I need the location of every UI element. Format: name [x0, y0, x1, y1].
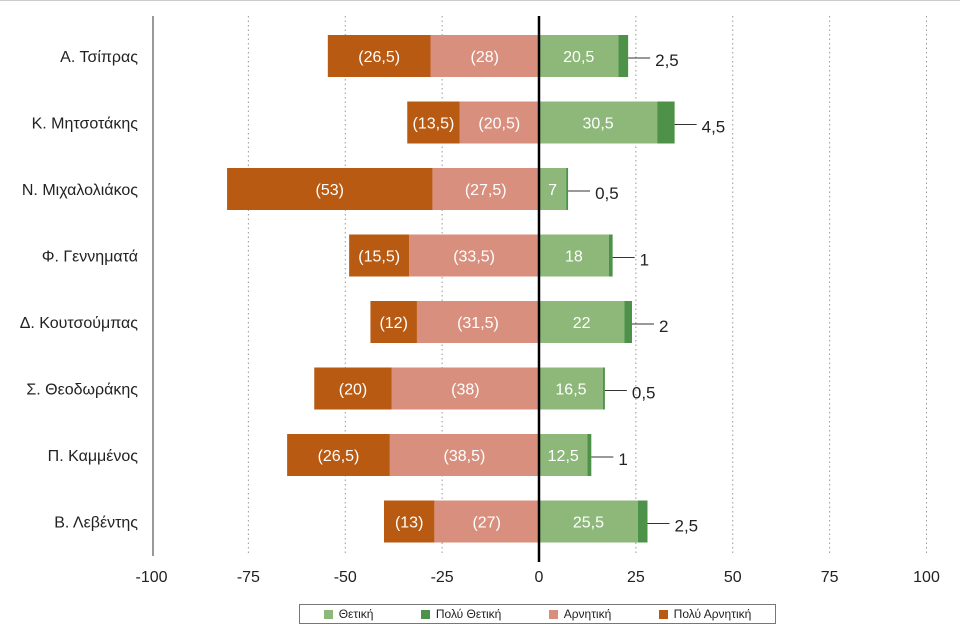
- legend-item-very-negative: Πολύ Αρνητική: [658, 607, 752, 621]
- bar-negative: [416, 301, 539, 343]
- callout-label-very-positive: 2: [659, 317, 668, 336]
- axes: [152, 16, 541, 562]
- legend-label: Αρνητική: [563, 607, 612, 621]
- bar-very-positive: [637, 500, 648, 543]
- bar-very-negative: [349, 234, 410, 277]
- bar-very-positive: [657, 101, 675, 144]
- x-tick-label: 25: [627, 569, 645, 586]
- x-tick-label: -25: [431, 569, 454, 586]
- bar-label-positive: 7: [548, 182, 557, 199]
- bar-label-positive: 25,5: [573, 515, 604, 532]
- bar-label-positive: 20,5: [563, 49, 594, 66]
- category-label: Π. Καμμένος: [48, 448, 139, 465]
- category-label: Ν. Μιχαλολιάκος: [22, 182, 138, 199]
- bar-very-positive: [618, 35, 629, 77]
- bar-very-positive: [608, 234, 613, 277]
- bar-label-positive: 16,5: [555, 382, 586, 399]
- callout-label-very-positive: 1: [618, 450, 627, 469]
- category-labels: Α. Τσίπρας Κ. Μητσοτάκης Ν. Μιχαλολιάκος Φ.…: [20, 49, 139, 532]
- bar-positive: [539, 500, 638, 543]
- bar-positive: [539, 168, 567, 210]
- category-label: Α. Τσίπρας: [60, 49, 138, 66]
- legend-swatch: [548, 609, 558, 619]
- bar-very-positive: [602, 367, 605, 410]
- bar-negative: [459, 101, 539, 144]
- legend-label: Θετική: [338, 607, 374, 621]
- legend: Θετική Πολύ Θετική Αρνητική Πολύ Αρνητικ…: [299, 604, 776, 624]
- bar-positive: [539, 367, 603, 410]
- bar-label-negative: (28): [471, 49, 499, 66]
- bar-very-negative: [227, 168, 433, 210]
- bar-label-negative: (27): [472, 515, 500, 532]
- bar-positive: [539, 35, 619, 77]
- bar-positive: [539, 234, 609, 277]
- bar-label-very-negative: (15,5): [358, 249, 400, 266]
- bar-label-very-negative: (53): [316, 182, 344, 199]
- x-tick-labels: -100 -75 -50 -25 0 25 50 75 100: [135, 569, 939, 586]
- bar-positive: [539, 434, 588, 476]
- x-tick-label: 100: [913, 569, 940, 586]
- category-label: Β. Λεβέντης: [54, 515, 138, 532]
- bar-label-very-negative: (13): [395, 515, 423, 532]
- bar-very-negative: [384, 500, 435, 543]
- legend-item-negative: Αρνητική: [548, 607, 612, 621]
- bar-very-negative: [407, 101, 460, 144]
- callout-label-very-positive: 2,5: [675, 517, 699, 536]
- bar-very-negative: [314, 367, 392, 410]
- bar-negative: [389, 434, 539, 476]
- bar-very-negative: [327, 35, 431, 77]
- bar-label-negative: (20,5): [478, 116, 520, 133]
- x-tick-label: -75: [237, 569, 260, 586]
- bar-label-negative: (33,5): [453, 249, 495, 266]
- legend-swatch: [420, 609, 430, 619]
- legend-swatch: [323, 609, 333, 619]
- bar-label-negative: (38): [451, 382, 479, 399]
- bar-label-very-negative: (13,5): [413, 116, 455, 133]
- legend-label: Πολύ Θετική: [435, 607, 502, 621]
- x-tick-label: 50: [724, 569, 742, 586]
- x-tick-label: -100: [135, 569, 167, 586]
- bar-negative: [409, 234, 539, 277]
- bar-very-positive: [587, 434, 592, 476]
- bar-very-positive: [624, 301, 632, 343]
- bar-label-positive: 12,5: [548, 448, 579, 465]
- bar-label-very-negative: (20): [339, 382, 367, 399]
- bar-positive: [539, 301, 625, 343]
- callout-label-very-positive: 4,5: [702, 118, 726, 137]
- bar-positive: [539, 101, 658, 144]
- bar-label-very-negative: (26,5): [358, 49, 400, 66]
- legend-label: Πολύ Αρνητική: [673, 607, 752, 621]
- x-tick-label: -50: [334, 569, 357, 586]
- callout-label-very-positive: 0,5: [595, 184, 619, 203]
- bar-very-negative: [287, 434, 390, 476]
- bar-label-positive: 22: [573, 315, 591, 332]
- legend-item-very-positive: Πολύ Θετική: [420, 607, 502, 621]
- category-label: Σ. Θεοδωράκης: [26, 382, 138, 399]
- bar-label-positive: 30,5: [583, 116, 614, 133]
- bar-label-positive: 18: [565, 249, 583, 266]
- bars: (28)(26,5) 20,5 2,5(20,5)(13,5) 30,5 4,5(27,…: [227, 35, 725, 543]
- bar-label-negative: (31,5): [457, 315, 499, 332]
- bar-negative: [434, 500, 539, 543]
- category-label: Κ. Μητσοτάκης: [32, 116, 139, 133]
- bar-label-negative: (38,5): [444, 448, 486, 465]
- bar-very-negative: [370, 301, 417, 343]
- x-tick-label: 0: [535, 569, 544, 586]
- category-label: Δ. Κουτσούμπας: [20, 315, 139, 332]
- bar-negative: [391, 367, 539, 410]
- callout-label-very-positive: 0,5: [632, 384, 656, 403]
- callout-label-very-positive: 2,5: [655, 51, 679, 70]
- category-label: Φ. Γεννηματά: [42, 249, 138, 266]
- callout-label-very-positive: 1: [640, 251, 649, 270]
- bar-negative: [430, 35, 539, 77]
- x-tick-label: 75: [821, 569, 839, 586]
- legend-swatch: [658, 609, 668, 619]
- bar-label-very-negative: (12): [379, 315, 407, 332]
- bar-negative: [432, 168, 539, 210]
- legend-item-positive: Θετική: [323, 607, 374, 621]
- bar-label-very-negative: (26,5): [318, 448, 360, 465]
- bar-label-negative: (27,5): [465, 182, 507, 199]
- bar-very-positive: [566, 168, 569, 210]
